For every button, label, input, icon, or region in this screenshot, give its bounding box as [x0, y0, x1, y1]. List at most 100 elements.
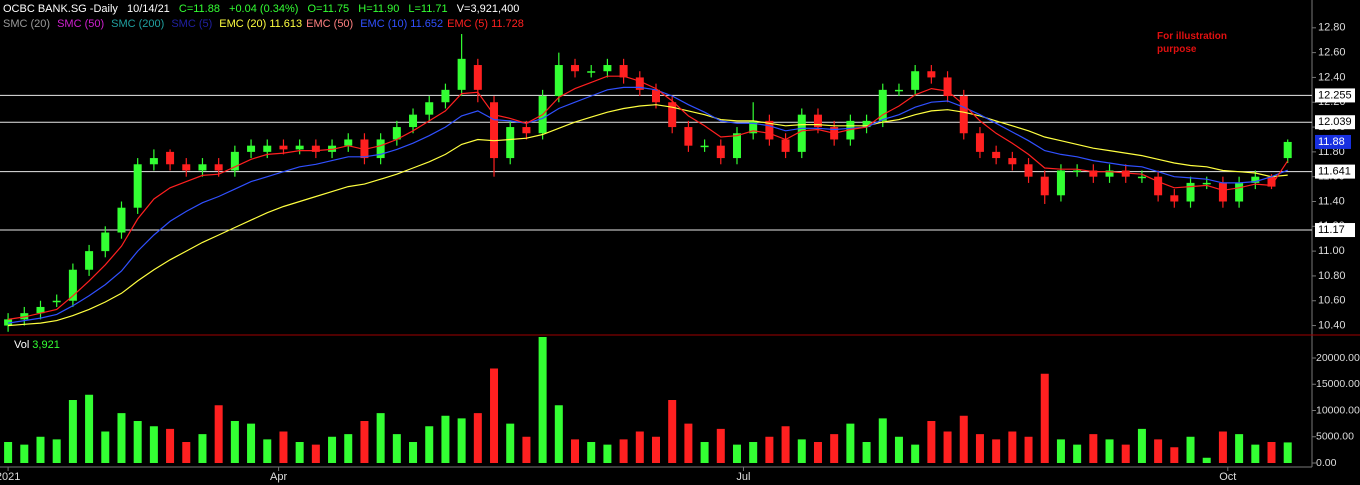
candle-body	[133, 164, 142, 208]
candle-body	[4, 319, 13, 326]
symbol: OCBC BANK.SG -Daily	[3, 3, 118, 15]
candle-body	[975, 133, 984, 152]
volume-bar	[1024, 436, 1033, 464]
candle-body	[992, 151, 1001, 159]
candle-body	[652, 89, 660, 103]
volume-bar	[1089, 434, 1098, 464]
volume-legend: Vol 3,921	[14, 339, 66, 351]
candle-body	[295, 145, 304, 150]
candle-body	[862, 120, 871, 128]
volume-bar	[781, 426, 790, 464]
x-tick-label: 2021	[0, 471, 20, 483]
level-label: 11.17	[1318, 224, 1345, 236]
volume-bar	[149, 426, 158, 464]
volume-bar	[797, 439, 806, 464]
volume-bar	[1040, 373, 1049, 464]
candle-body	[700, 145, 709, 148]
last-price-label: 11.88	[1318, 136, 1345, 148]
volume-bar	[749, 442, 758, 464]
candle-body	[166, 151, 175, 165]
candle-body	[490, 102, 499, 159]
open: O=11.75	[307, 3, 350, 15]
volume-bar	[894, 436, 903, 464]
candle-body	[603, 65, 612, 72]
volume-bar	[1073, 444, 1082, 464]
volume-bar	[441, 415, 450, 464]
volume-bar	[68, 400, 77, 464]
legend-name: EMC (10)	[360, 18, 408, 30]
last-price-box	[1315, 134, 1351, 149]
x-tick-label: Apr	[270, 471, 287, 483]
candle-body	[376, 139, 385, 159]
candle-body	[425, 102, 434, 115]
candle-body	[311, 145, 320, 152]
legend-entry: SMC (5)	[171, 18, 215, 30]
legend-entry: EMC (10) 11.652	[360, 18, 443, 30]
volume-bar	[1008, 431, 1017, 464]
y-tick-label: 10.60	[1318, 295, 1346, 307]
candle-body	[1186, 182, 1195, 202]
volume-bar	[830, 434, 839, 464]
candle-body	[457, 58, 466, 90]
candle-body	[68, 269, 77, 301]
volume-bar	[846, 423, 855, 464]
candle-body	[619, 65, 628, 78]
candle-body	[52, 300, 61, 303]
volume-bar	[959, 415, 968, 464]
candle-body	[214, 164, 223, 171]
volume-bar	[1137, 428, 1146, 464]
volume-bar	[992, 439, 1001, 464]
indicator-line	[8, 104, 1288, 327]
volume-bar	[668, 400, 677, 464]
legend-name: SMC (200)	[111, 18, 165, 30]
candle-body	[441, 89, 450, 103]
candle-body	[554, 65, 563, 97]
y-tick-label: 12.60	[1318, 47, 1346, 59]
volume-bar	[117, 413, 126, 464]
volume-bar	[392, 434, 401, 464]
volume-bar	[36, 436, 45, 464]
close: C=11.88	[178, 3, 220, 15]
y-tick-label: 12.40	[1318, 71, 1346, 83]
legend-name: SMC (20)	[3, 18, 51, 30]
legend-value: 11.613	[269, 18, 303, 30]
candle-body	[247, 145, 256, 152]
level-box	[1315, 223, 1355, 238]
candle-body	[360, 139, 369, 159]
volume-bar	[506, 423, 515, 464]
candle-body	[1202, 182, 1211, 185]
volume-bar	[1170, 447, 1179, 464]
legend-name: EMC (20)	[219, 18, 267, 30]
candle-body	[392, 127, 401, 140]
candle-body	[1170, 195, 1179, 202]
candle-body	[1040, 176, 1049, 196]
legend-value: 11.652	[410, 18, 444, 30]
volume-bar	[214, 405, 223, 464]
candle-body	[36, 306, 45, 314]
candle-body	[182, 164, 191, 171]
volume-bar	[263, 439, 272, 464]
y-tick-label: 12.80	[1318, 22, 1346, 34]
volume-value: 3,921	[32, 339, 60, 351]
candle-body	[20, 313, 29, 320]
annotation: For illustration purpose	[1157, 31, 1227, 55]
volume-bar	[1202, 457, 1211, 464]
header: OCBC BANK.SG -Daily 10/14/21 C=11.88 +0.…	[3, 3, 525, 15]
candle-body	[101, 232, 110, 252]
candle-body	[797, 114, 806, 152]
volume-bar	[635, 431, 644, 464]
level-box	[1315, 88, 1355, 103]
volume-bar	[101, 431, 110, 464]
y-tick-label: 10.40	[1318, 319, 1346, 331]
volume-bar	[52, 439, 61, 464]
candle-body	[85, 251, 94, 270]
indicator-line	[8, 86, 1288, 324]
volume-bar	[716, 428, 725, 464]
level-box	[1315, 115, 1355, 130]
candle-body	[473, 65, 482, 90]
volume-bar	[1267, 442, 1276, 464]
candle-body	[943, 77, 952, 97]
level-label: 12.255	[1318, 89, 1352, 101]
